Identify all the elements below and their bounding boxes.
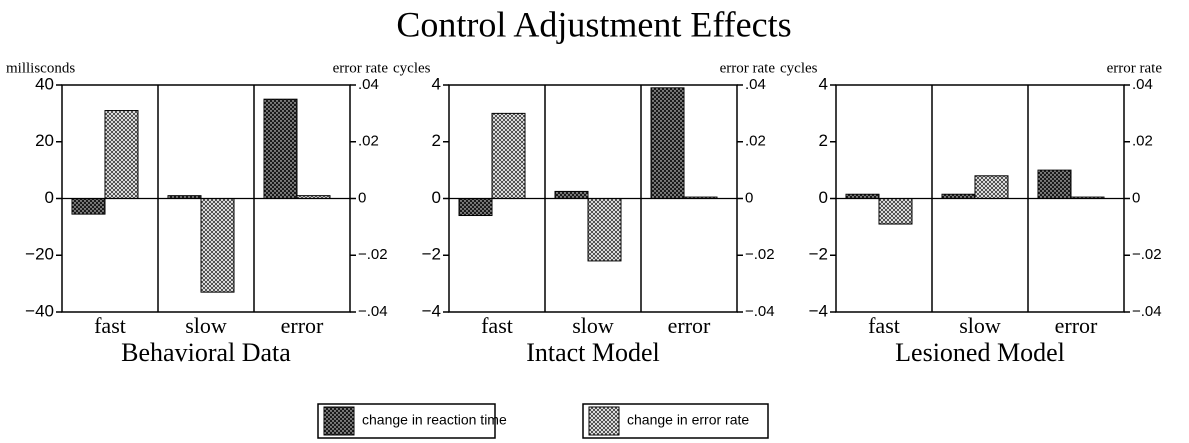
bar: [458, 198, 493, 217]
y2-axis-label: error rate: [333, 60, 389, 76]
y-tick-label: 0: [432, 188, 441, 207]
y-tick-label: −4: [422, 301, 441, 320]
y2-tick-label: −.02: [745, 246, 775, 263]
y2-axis-label: error rate: [1107, 60, 1163, 76]
y-axis-label: cycles: [780, 60, 818, 76]
y2-tick-label: −.02: [358, 246, 388, 263]
y-tick-label: 0: [45, 188, 54, 207]
y2-tick-label: 0: [358, 189, 366, 206]
y2-tick-label: −.02: [1132, 246, 1162, 263]
legend-swatch: [588, 406, 620, 436]
bar: [554, 190, 589, 199]
bar: [200, 198, 235, 293]
y-tick-label: 20: [35, 131, 54, 150]
legend-label: change in reaction time: [362, 412, 507, 428]
y-tick-label: 2: [819, 131, 828, 150]
bar: [1037, 169, 1072, 199]
y-tick-label: −2: [422, 245, 441, 264]
bar: [104, 110, 139, 199]
bar: [941, 193, 976, 199]
x-tick-label: slow: [959, 313, 1001, 338]
y2-tick-label: .04: [1132, 76, 1153, 93]
y-tick-label: −4: [809, 301, 828, 320]
y2-tick-label: 0: [745, 189, 753, 206]
y-tick-label: 2: [432, 131, 441, 150]
y-tick-label: 40: [35, 74, 54, 93]
bar: [974, 175, 1009, 200]
y-tick-label: 4: [819, 74, 828, 93]
bar: [587, 198, 622, 262]
x-tick-label: fast: [94, 313, 126, 338]
y-tick-label: 4: [432, 74, 441, 93]
x-tick-label: slow: [572, 313, 614, 338]
y-tick-label: −2: [809, 245, 828, 264]
y2-tick-label: .02: [745, 133, 766, 150]
legend-swatch: [323, 406, 355, 436]
y-tick-label: −20: [25, 245, 54, 264]
y2-tick-label: −.04: [1132, 303, 1162, 320]
x-tick-label: slow: [185, 313, 227, 338]
y2-tick-label: .04: [358, 76, 379, 93]
y2-axis-label: error rate: [720, 60, 776, 76]
y2-tick-label: .02: [1132, 133, 1153, 150]
x-tick-label: error: [1055, 313, 1098, 338]
figure-title: Control Adjustment Effects: [396, 4, 791, 44]
y2-tick-label: −.04: [745, 303, 775, 320]
x-tick-label: error: [668, 313, 711, 338]
legend-label: change in error rate: [627, 412, 749, 428]
x-tick-label: fast: [868, 313, 900, 338]
y-tick-label: 0: [819, 188, 828, 207]
bar: [263, 98, 298, 199]
bar: [650, 87, 685, 199]
bar: [491, 112, 526, 199]
bar: [71, 198, 106, 215]
bar: [878, 198, 913, 225]
y-tick-label: −40: [25, 301, 54, 320]
x-tick-label: fast: [481, 313, 513, 338]
panel-subtitle: Behavioral Data: [121, 338, 291, 367]
y2-tick-label: .02: [358, 133, 379, 150]
panel-subtitle: Lesioned Model: [895, 338, 1065, 367]
x-tick-label: error: [281, 313, 324, 338]
y2-tick-label: .04: [745, 76, 766, 93]
y2-tick-label: 0: [1132, 189, 1140, 206]
bar: [845, 193, 880, 199]
y-axis-label: millisconds: [6, 60, 75, 76]
panel-subtitle: Intact Model: [526, 338, 660, 367]
y2-tick-label: −.04: [358, 303, 388, 320]
y-axis-label: cycles: [393, 60, 431, 76]
